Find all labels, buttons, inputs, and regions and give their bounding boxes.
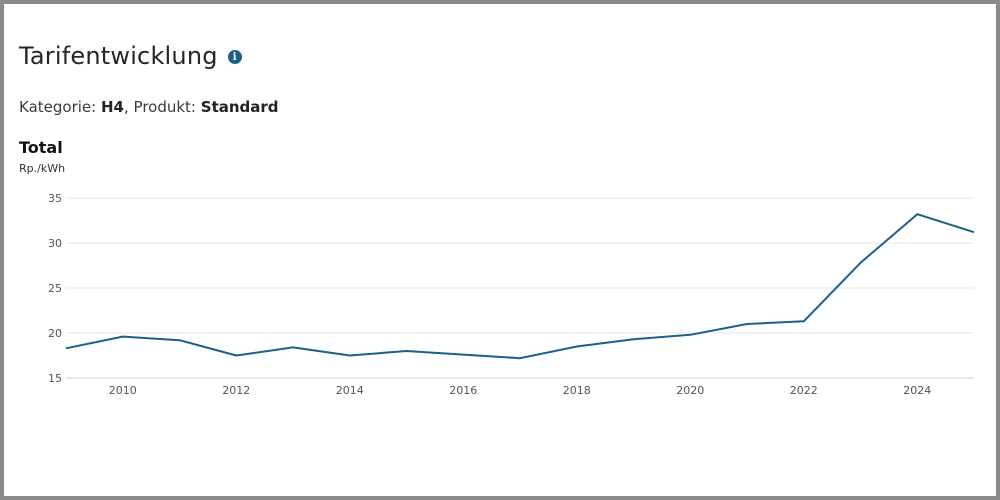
data-point[interactable] xyxy=(573,343,581,351)
y-tick-labels: 15 20 25 30 35 xyxy=(48,192,62,385)
data-point[interactable] xyxy=(970,228,978,236)
x-tick-label: 2020 xyxy=(676,384,704,397)
produkt-label: Produkt: xyxy=(133,98,196,116)
grid-lines xyxy=(66,197,974,379)
page-title: Tarifentwicklung xyxy=(19,42,218,70)
y-axis-unit: Rp./kWh xyxy=(19,162,66,175)
data-point[interactable] xyxy=(686,331,694,339)
x-tick-label: 2012 xyxy=(222,384,250,397)
data-point[interactable] xyxy=(403,347,411,355)
x-tick-label: 2016 xyxy=(449,384,477,397)
title-row: Tarifentwicklung i xyxy=(19,42,242,70)
series-line-total[interactable] xyxy=(65,213,975,360)
data-point[interactable] xyxy=(516,354,524,362)
info-icon[interactable]: i xyxy=(227,50,242,64)
y-tick-label: 15 xyxy=(48,372,62,385)
data-point[interactable] xyxy=(459,351,467,359)
data-point[interactable] xyxy=(232,352,240,360)
kategorie-value: H4 xyxy=(100,98,124,116)
data-point[interactable] xyxy=(346,352,354,360)
x-tick-label: 2018 xyxy=(563,384,591,397)
series-layer xyxy=(62,210,978,362)
data-point[interactable] xyxy=(743,320,751,328)
kategorie-label: Kategorie: xyxy=(19,98,97,116)
data-point[interactable] xyxy=(119,333,127,341)
data-point[interactable] xyxy=(62,344,70,352)
data-point[interactable] xyxy=(176,336,184,344)
y-tick-label: 25 xyxy=(48,282,62,295)
x-tick-label: 2014 xyxy=(336,384,364,397)
chart-title: Total xyxy=(19,138,63,157)
x-tick-label: 2010 xyxy=(109,384,137,397)
data-point[interactable] xyxy=(630,335,638,343)
x-tick-labels: 2010 2012 2014 2016 2018 2020 2022 2024 xyxy=(109,384,932,397)
y-tick-label: 35 xyxy=(48,192,62,205)
data-point[interactable] xyxy=(800,317,808,325)
data-point[interactable] xyxy=(857,259,865,267)
x-tick-label: 2022 xyxy=(790,384,818,397)
separator: , xyxy=(123,98,134,116)
x-tick-label: 2024 xyxy=(903,384,931,397)
filter-summary: Kategorie: H4, Produkt: Standard xyxy=(19,98,279,116)
produkt-value: Standard xyxy=(200,98,279,116)
data-point[interactable] xyxy=(913,210,921,218)
y-tick-label: 20 xyxy=(48,327,62,340)
y-tick-label: 30 xyxy=(48,237,62,250)
data-point[interactable] xyxy=(289,343,297,351)
